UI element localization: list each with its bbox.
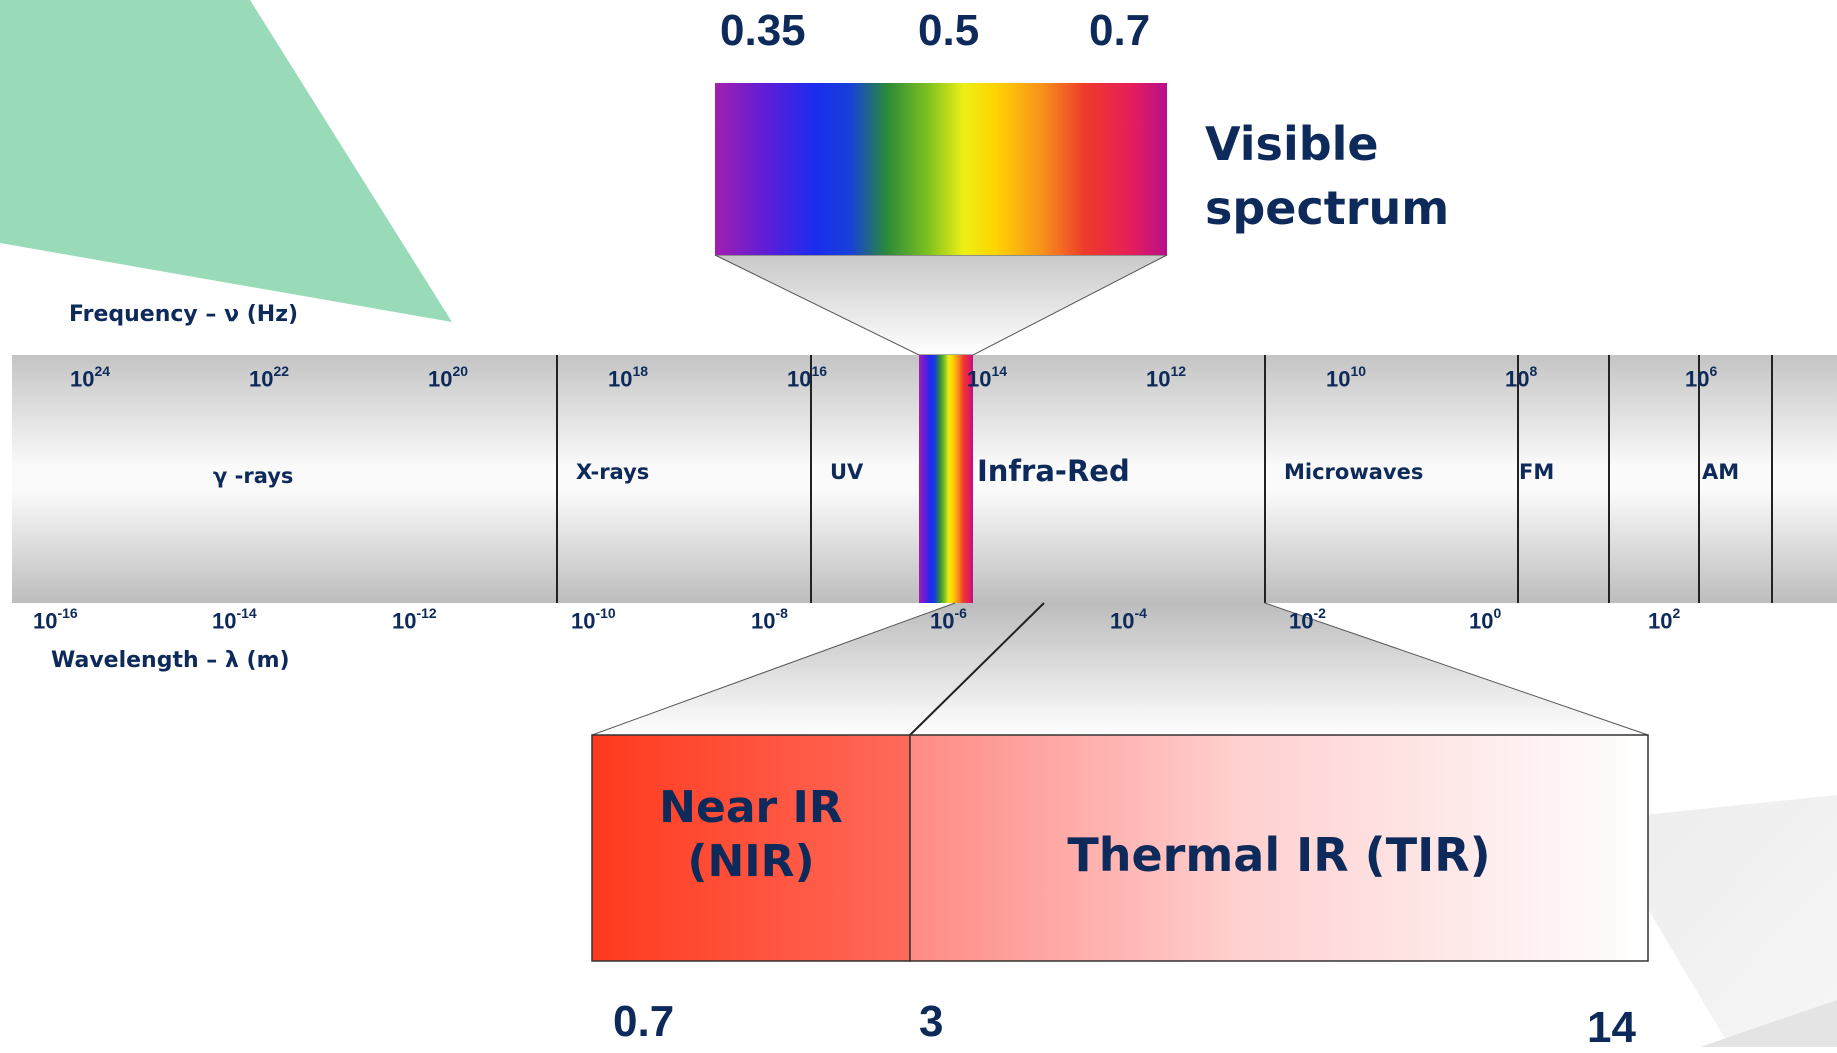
infrared-funnel <box>592 603 1648 735</box>
frequency-tick: 1024 <box>70 363 111 392</box>
frequency-tick: 1012 <box>1146 363 1187 392</box>
wavelength-tick: 10-12 <box>392 605 437 634</box>
band-label-xrays: X-rays <box>576 460 650 484</box>
wavelength-tick: 10-10 <box>571 605 616 634</box>
decorative-green-shape <box>0 0 452 322</box>
band-label-microwaves: Microwaves <box>1284 460 1424 484</box>
band-label-gamma: γ -rays <box>213 464 294 488</box>
visible-strip <box>919 355 973 603</box>
band-dividers <box>556 355 1773 603</box>
frequency-tick: 1010 <box>1326 363 1367 392</box>
frequency-tick: 1020 <box>428 363 469 392</box>
visible-wavelength-label: 0.7 <box>1089 6 1151 55</box>
wavelength-tick: 10-2 <box>1289 605 1326 634</box>
frequency-tick: 1022 <box>249 363 290 392</box>
wavelength-tick: 10-14 <box>212 605 257 634</box>
ir-wavelength-label: 3 <box>919 997 944 1046</box>
band-label-fm: FM <box>1519 460 1555 484</box>
frequency-tick: 108 <box>1505 363 1538 392</box>
wavelength-tick: 10-6 <box>930 605 967 634</box>
frequency-tick: 1018 <box>608 363 649 392</box>
ir-wavelength-label: 14 <box>1587 1003 1636 1052</box>
band-label-uv: UV <box>830 460 864 484</box>
visible-funnel <box>714 254 1168 356</box>
frequency-tick: 1016 <box>787 363 828 392</box>
decorative-grey-shape <box>1595 795 1837 1047</box>
frequency-tick: 1014 <box>967 363 1008 392</box>
wavelength-tick: 10-16 <box>33 605 78 634</box>
wavelength-tick: 100 <box>1469 605 1502 634</box>
frequency-tick: 106 <box>1685 363 1718 392</box>
thermal-ir-label: Thermal IR (TIR) <box>1067 828 1491 882</box>
wavelength-tick: 10-4 <box>1110 605 1147 634</box>
wavelength-tick: 102 <box>1648 605 1681 634</box>
near-ir-label: Near IR (NIR) <box>659 782 843 887</box>
visible-wavelength-label: 0.35 <box>720 6 806 55</box>
frequency-axis-title: Frequency – ν (Hz) <box>69 302 299 327</box>
band-label-infrared: Infra-Red <box>977 454 1130 488</box>
wavelength-axis-title: Wavelength – λ (m) <box>51 648 290 673</box>
visible-spectrum-title: Visible spectrum <box>1205 117 1450 235</box>
visible-wavelength-label: 0.5 <box>918 6 980 55</box>
near-ir-box <box>591 734 911 962</box>
ir-wavelength-label: 0.7 <box>613 997 675 1046</box>
thermal-ir-box <box>909 734 1649 962</box>
band-label-am: AM <box>1702 460 1740 484</box>
visible-spectrum-bar <box>715 83 1167 255</box>
wavelength-tick: 10-8 <box>751 605 788 634</box>
